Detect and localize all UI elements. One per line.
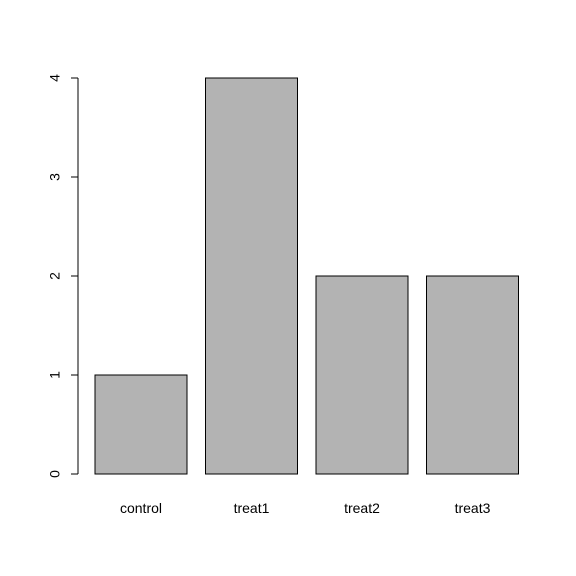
x-category-label: treat3 bbox=[455, 500, 491, 516]
y-tick-label: 2 bbox=[47, 272, 63, 280]
bar-treat1 bbox=[205, 77, 298, 475]
bar-treat3 bbox=[426, 275, 519, 475]
bars-group bbox=[94, 77, 519, 475]
x-category-label: control bbox=[120, 500, 162, 516]
bar-control bbox=[94, 374, 188, 475]
y-tick-label: 4 bbox=[47, 74, 63, 82]
x-axis-labels: control treat1 treat2 treat3 bbox=[120, 500, 491, 516]
x-category-label: treat1 bbox=[234, 500, 270, 516]
x-category-label: treat2 bbox=[344, 500, 380, 516]
y-tick-label: 3 bbox=[47, 173, 63, 181]
y-tick-label: 1 bbox=[47, 371, 63, 379]
y-axis: 0 1 2 3 4 bbox=[47, 74, 79, 478]
y-tick-label: 0 bbox=[47, 470, 63, 478]
bar-treat2 bbox=[315, 275, 409, 475]
